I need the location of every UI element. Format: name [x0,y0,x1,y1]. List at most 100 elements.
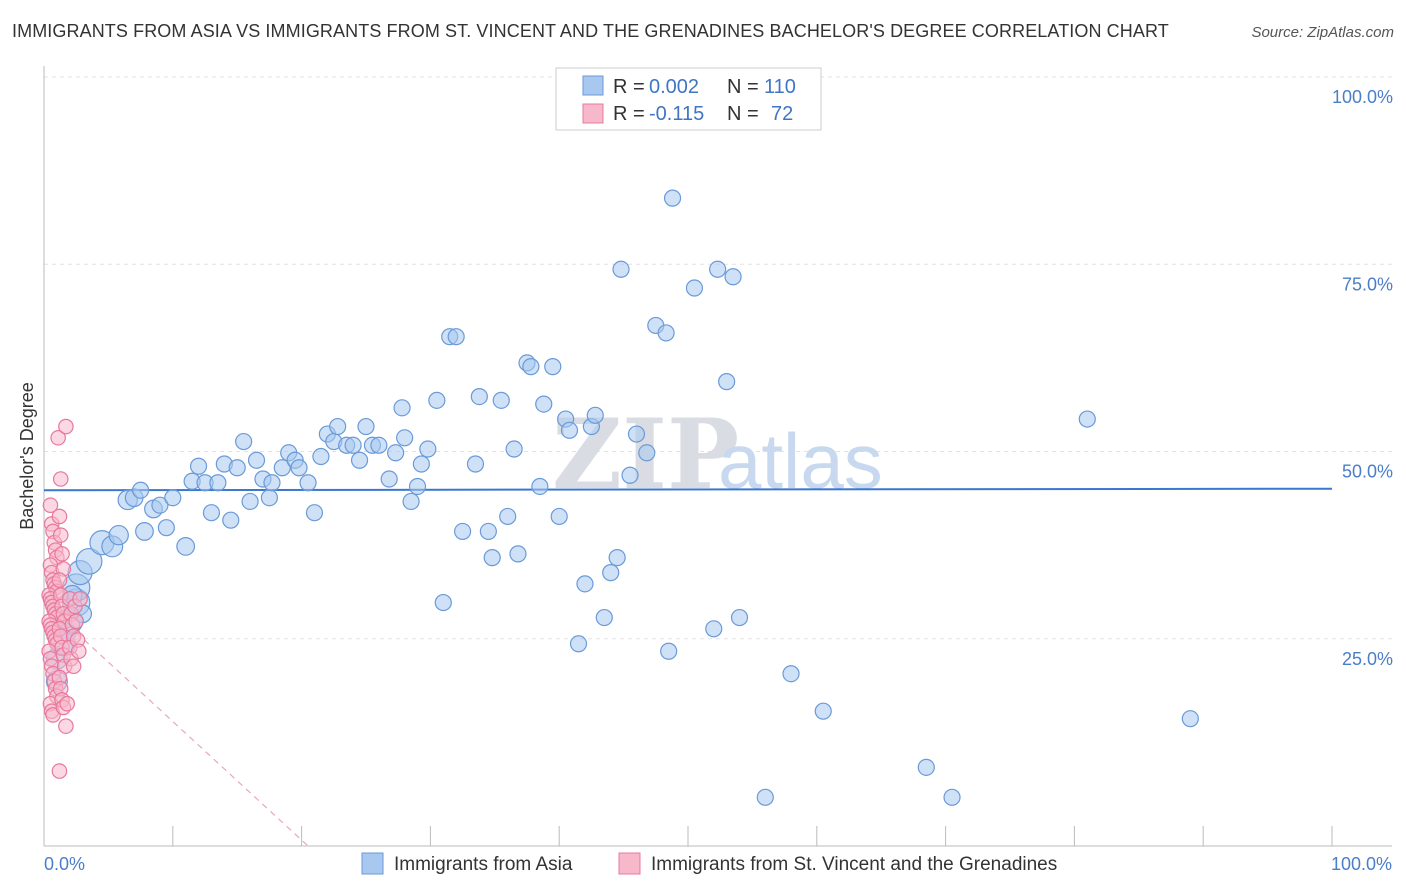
y-tick-label-0: 100.0% [1332,87,1393,107]
point-asia-91 [657,324,675,342]
point-asia-27 [228,459,246,477]
point-asia-84 [602,564,620,582]
point-asia-55 [408,477,427,496]
point-asia-46 [350,451,369,469]
bottom-legend-label-asia: Immigrants from Asia [394,854,573,875]
legend-r-label-asia: R = [613,76,645,98]
source-label: Source: ZipAtlas.com [1251,24,1394,41]
axes [43,66,1392,847]
chart-title: IMMIGRANTS FROM ASIA VS IMMIGRANTS FROM … [12,21,1169,41]
point-asia-65 [479,522,497,541]
point-asia-73 [531,477,549,496]
point-asia-54 [402,492,420,511]
point-asia-86 [612,260,630,278]
point-asia-97 [718,373,736,391]
point-asia-58 [428,391,446,409]
point-svg-57 [52,471,69,487]
point-asia-37 [290,459,308,477]
point-svg-40 [51,572,68,588]
point-asia-93 [663,189,682,207]
point-asia-45 [344,436,362,454]
point-asia-24 [209,474,227,492]
point-svg-71 [72,591,88,607]
point-asia-95 [705,620,723,638]
point-asia-103 [917,758,935,776]
point-asia-67 [492,391,510,409]
point-asia-104 [943,788,961,806]
y-tick-label-3: 25.0% [1342,649,1393,669]
x-tick-label-min: 0.0% [44,854,85,874]
point-asia-61 [447,328,465,346]
point-asia-64 [470,388,488,406]
point-svg-56 [50,429,66,446]
legend-r-value-svg: -0.115 [649,103,704,125]
point-svg-54 [58,718,74,734]
point-asia-79 [569,635,588,653]
bottom-legend-swatch-asia [361,852,384,875]
point-asia-62 [454,522,472,541]
point-asia-69 [505,440,523,458]
point-asia-74 [535,395,553,413]
data-points [41,189,1199,806]
point-asia-38 [299,474,317,492]
point-svg-0 [42,497,59,514]
point-asia-83 [595,608,613,627]
y-axis-label: Bachelor's Degree [17,382,37,530]
point-asia-80 [576,575,594,593]
point-svg-68 [68,613,84,630]
point-asia-66 [483,549,501,567]
point-asia-7 [75,547,103,575]
point-asia-53 [396,429,414,447]
point-asia-88 [627,425,646,443]
legend-r-value-asia: 0.002 [649,76,699,98]
legend-n-label-asia: N = [727,76,759,98]
point-asia-59 [434,593,452,612]
legend: R = 0.002 N = 110 R = -0.115 N = 72 [555,67,822,131]
point-asia-43 [329,417,347,436]
point-asia-17 [157,519,175,537]
point-asia-23 [202,504,221,522]
point-asia-56 [412,455,430,473]
point-asia-100 [756,788,774,806]
point-asia-78 [560,421,579,439]
point-asia-51 [387,444,405,462]
point-asia-75 [544,358,562,376]
point-asia-96 [709,260,727,278]
x-ticks [172,826,1333,846]
point-asia-72 [522,358,540,376]
point-asia-30 [247,451,266,469]
point-asia-33 [263,474,281,492]
bottom-legend-swatch-svg [618,852,641,875]
point-asia-14 [135,522,154,541]
legend-n-value-svg: 72 [771,103,793,125]
point-asia-28 [235,432,253,451]
bottom-legend-label-svg: Immigrants from St. Vincent and the Gren… [651,854,1057,875]
point-asia-29 [241,492,259,511]
point-svg-70 [70,643,87,660]
point-asia-21 [189,457,208,475]
point-asia-82 [586,406,604,424]
point-asia-50 [380,470,398,488]
point-asia-98 [724,268,742,286]
y-tick-label-2: 50.0% [1342,462,1393,482]
point-asia-13 [132,481,150,499]
legend-r-label-svg: R = [613,103,645,125]
point-asia-106 [1181,710,1199,728]
point-svg-66 [59,695,75,712]
legend-swatch-svg [582,103,604,124]
point-svg-65 [65,658,82,675]
point-asia-70 [509,545,527,563]
y-tick-label-1: 75.0% [1342,274,1393,294]
point-asia-105 [1078,410,1096,428]
legend-n-value-asia: 110 [764,76,796,98]
point-svg-38 [54,546,70,562]
bottom-legend: Immigrants from Asia Immigrants from St.… [361,852,1057,875]
legend-n-label-svg: N = [727,103,759,125]
point-asia-87 [621,466,639,484]
y-tick-labels: 100.0% 75.0% 50.0% 25.0% [1332,87,1393,669]
point-asia-92 [660,642,678,660]
point-asia-85 [608,549,626,567]
legend-swatch-asia [582,75,604,96]
point-asia-47 [357,417,375,436]
